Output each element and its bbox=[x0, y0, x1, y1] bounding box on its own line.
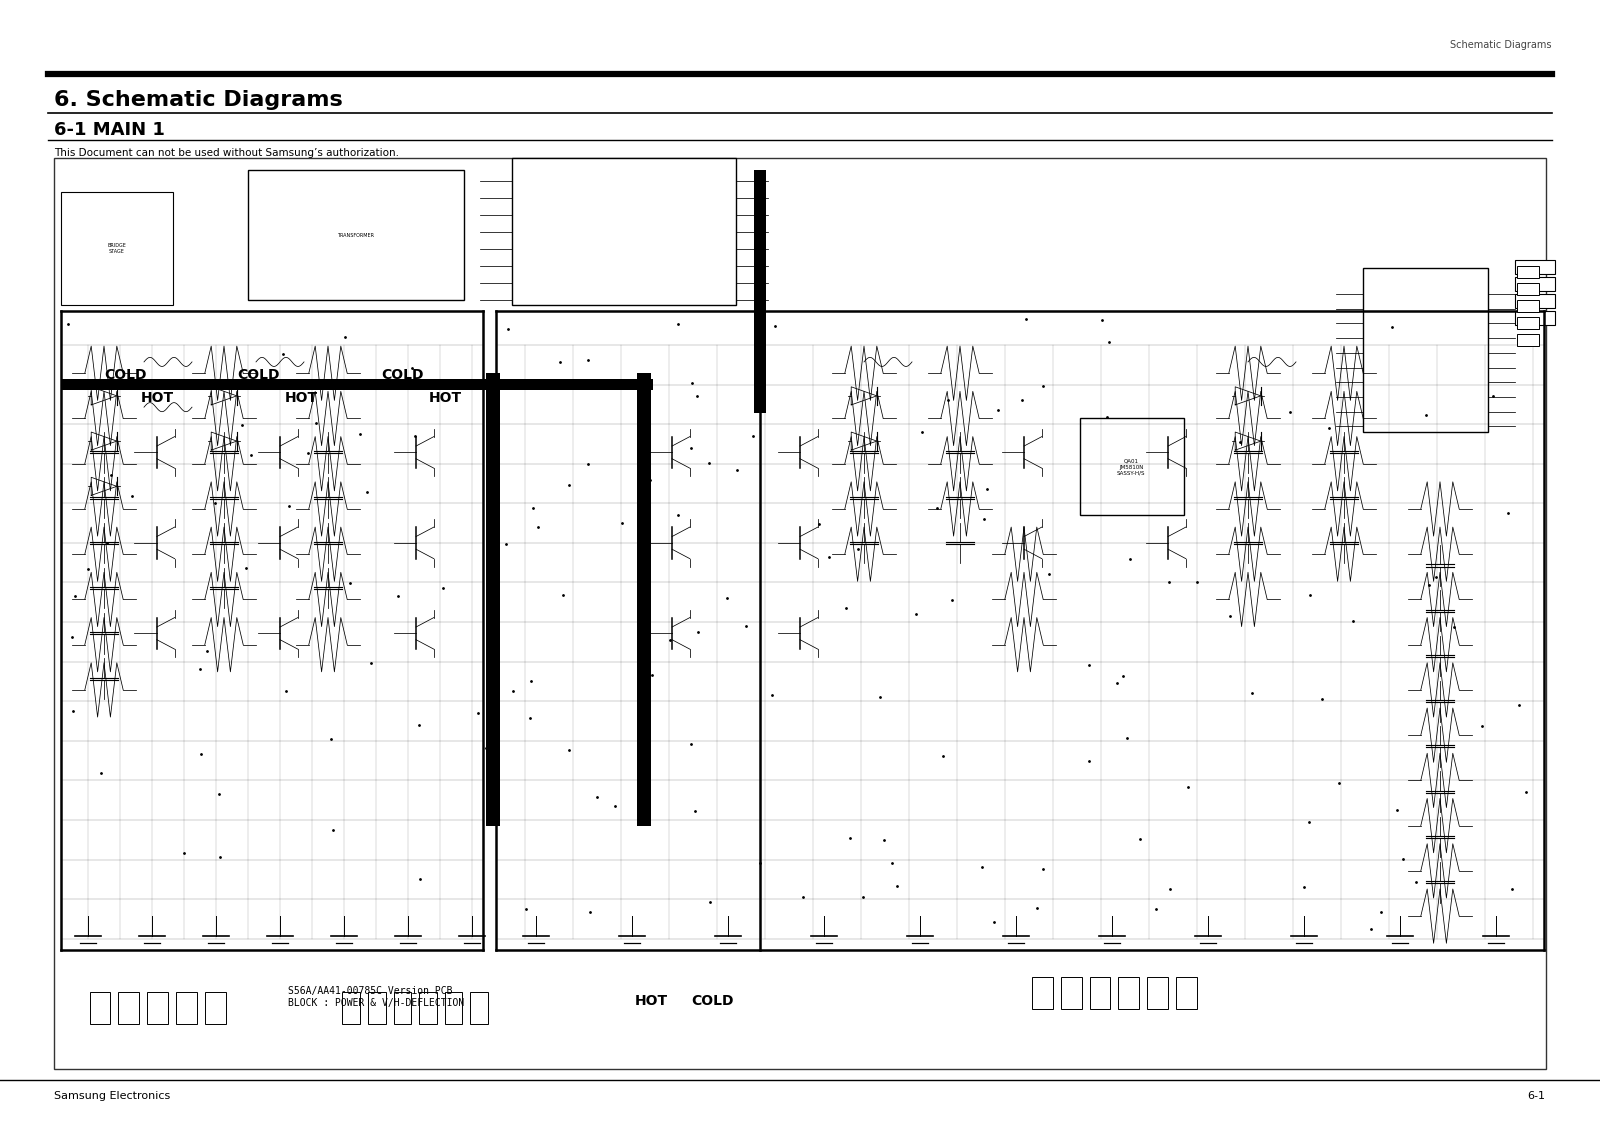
Text: 6-1: 6-1 bbox=[1528, 1091, 1546, 1102]
Bar bbox=[90, 992, 110, 1024]
Text: Samsung Electronics: Samsung Electronics bbox=[54, 1091, 171, 1102]
Bar bbox=[118, 992, 139, 1024]
Text: COLD: COLD bbox=[104, 369, 147, 382]
Bar bbox=[1118, 977, 1139, 1009]
Bar bbox=[1515, 260, 1555, 274]
Bar bbox=[176, 992, 197, 1024]
Bar bbox=[61, 379, 653, 390]
Text: HOT: HOT bbox=[141, 391, 174, 405]
Text: 6-1 MAIN 1: 6-1 MAIN 1 bbox=[54, 121, 165, 139]
Bar bbox=[755, 170, 766, 413]
Bar bbox=[1080, 418, 1184, 515]
Bar bbox=[1515, 311, 1555, 325]
Bar bbox=[205, 992, 226, 1024]
Bar bbox=[419, 992, 437, 1024]
Bar bbox=[54, 158, 1546, 1069]
Bar bbox=[61, 192, 173, 305]
Bar bbox=[1176, 977, 1197, 1009]
Bar bbox=[1515, 277, 1555, 291]
Text: COLD: COLD bbox=[237, 369, 280, 382]
Text: TRANSFORMER: TRANSFORMER bbox=[336, 233, 374, 238]
Bar bbox=[1032, 977, 1053, 1009]
Text: HOT: HOT bbox=[429, 391, 462, 405]
Bar bbox=[445, 992, 462, 1024]
Bar bbox=[637, 373, 651, 826]
Bar bbox=[1517, 300, 1539, 312]
Text: COLD: COLD bbox=[381, 369, 424, 382]
Text: COLD: COLD bbox=[691, 994, 734, 1008]
Bar bbox=[1061, 977, 1082, 1009]
Bar bbox=[368, 992, 386, 1024]
Bar bbox=[1517, 283, 1539, 295]
Bar bbox=[1517, 266, 1539, 278]
Text: HOT: HOT bbox=[635, 994, 669, 1008]
Text: S56A/AA41-00785C Version PCB
BLOCK : POWER & V/H-DEFLECTION: S56A/AA41-00785C Version PCB BLOCK : POW… bbox=[288, 986, 464, 1008]
Text: 6. Schematic Diagrams: 6. Schematic Diagrams bbox=[54, 90, 342, 111]
Bar bbox=[1147, 977, 1168, 1009]
Bar bbox=[1090, 977, 1110, 1009]
Bar bbox=[394, 992, 411, 1024]
Bar bbox=[342, 992, 360, 1024]
Bar bbox=[486, 373, 499, 826]
Text: BRIDGE
STAGE: BRIDGE STAGE bbox=[107, 243, 126, 254]
Bar bbox=[147, 992, 168, 1024]
Text: This Document can not be used without Samsung’s authorization.: This Document can not be used without Sa… bbox=[54, 148, 400, 158]
Bar bbox=[248, 170, 464, 300]
Bar bbox=[512, 158, 736, 305]
Text: HOT: HOT bbox=[285, 391, 318, 405]
Bar bbox=[1363, 268, 1488, 432]
Bar bbox=[1517, 317, 1539, 329]
Bar bbox=[470, 992, 488, 1024]
Bar bbox=[1517, 334, 1539, 346]
Bar bbox=[1515, 294, 1555, 308]
Text: QA01
JM5810N
SASSY-H/S: QA01 JM5810N SASSY-H/S bbox=[1117, 459, 1146, 475]
Text: Schematic Diagrams: Schematic Diagrams bbox=[1451, 40, 1552, 50]
